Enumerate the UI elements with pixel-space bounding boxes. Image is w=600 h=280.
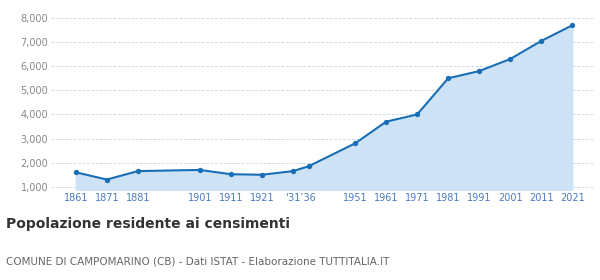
Point [475,69,484,73]
Point [304,164,313,169]
Point [536,39,546,43]
Point [195,168,205,172]
Point [443,76,453,81]
Point [71,170,80,174]
Point [102,177,112,182]
Point [505,57,515,61]
Point [382,120,391,124]
Point [226,172,236,176]
Point [350,141,360,146]
Point [288,169,298,173]
Point [133,169,143,173]
Point [568,23,577,27]
Point [257,172,267,177]
Point [412,112,422,117]
Text: Popolazione residente ai censimenti: Popolazione residente ai censimenti [6,217,290,231]
Text: COMUNE DI CAMPOMARINO (CB) - Dati ISTAT - Elaborazione TUTTITALIA.IT: COMUNE DI CAMPOMARINO (CB) - Dati ISTAT … [6,256,389,266]
